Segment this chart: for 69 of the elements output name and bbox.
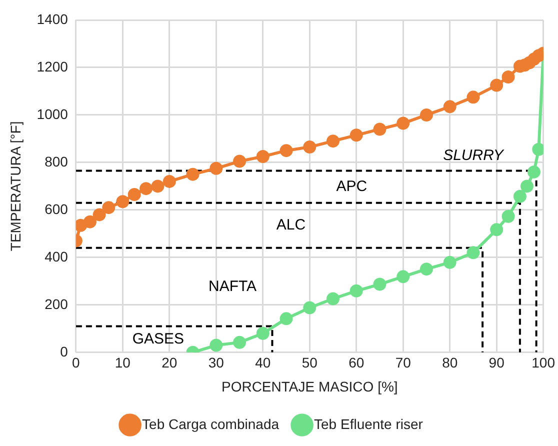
- x-tick-label: 100: [532, 354, 556, 371]
- annotation: NAFTA: [208, 278, 257, 296]
- x-tick-label: 50: [302, 354, 318, 371]
- point: [186, 168, 200, 181]
- point: [502, 70, 515, 84]
- point: [502, 210, 515, 223]
- point: [443, 256, 456, 269]
- point: [102, 201, 116, 214]
- x-tick-label: 20: [162, 354, 178, 371]
- x-tick-label: 90: [488, 354, 505, 371]
- point: [466, 246, 480, 260]
- point: [303, 301, 316, 314]
- x-tick-label: 60: [348, 354, 364, 371]
- point: [513, 190, 526, 203]
- y-tick-label: 1200: [36, 58, 68, 74]
- point: [210, 162, 223, 175]
- point: [128, 188, 141, 202]
- point: [350, 284, 363, 298]
- annotation: APC: [336, 178, 368, 195]
- point: [527, 165, 540, 178]
- y-tick-label: 600: [44, 200, 68, 217]
- point: [420, 108, 433, 122]
- point: [350, 128, 363, 142]
- x-tick-label: 40: [255, 354, 271, 371]
- point: [83, 215, 96, 228]
- point: [420, 262, 433, 276]
- point: [76, 218, 88, 232]
- point: [326, 134, 340, 148]
- y-tick-label: 400: [44, 248, 68, 264]
- point: [396, 270, 410, 284]
- point: [151, 180, 164, 193]
- x-tick-label: 70: [395, 354, 412, 371]
- y-tick-label: 200: [44, 296, 68, 312]
- point: [140, 182, 153, 196]
- y-tick-label: 800: [44, 153, 68, 170]
- point: [326, 292, 340, 306]
- point: [233, 154, 246, 168]
- y-tick-label: 1000: [36, 106, 68, 122]
- point: [116, 195, 130, 208]
- point: [396, 116, 410, 130]
- x-axis-title: PORCENTAJE MASICO [%]: [221, 378, 398, 394]
- point: [520, 180, 534, 193]
- point: [256, 150, 270, 164]
- y-tick-label: 1400: [36, 10, 68, 27]
- point: [490, 78, 504, 92]
- x-tick-label: 80: [442, 354, 458, 371]
- annotation: GASES: [132, 330, 184, 348]
- point: [233, 336, 246, 349]
- legend-label: Teb Efluente riser: [314, 416, 424, 432]
- legend-label: Teb Carga combinada: [142, 416, 280, 432]
- y-tick-label: 0: [60, 343, 68, 360]
- point: [443, 100, 456, 114]
- point: [303, 140, 316, 154]
- x-tick-label: 0: [72, 354, 80, 371]
- annotation: SLURRY: [443, 146, 504, 164]
- point: [256, 326, 270, 340]
- point: [466, 90, 480, 104]
- point: [210, 338, 223, 352]
- annotation: ALC: [276, 216, 306, 234]
- y-axis-title: TEMPERATURA [°F]: [7, 121, 24, 252]
- x-tick-label: 10: [114, 354, 131, 371]
- point: [280, 144, 293, 158]
- point: [373, 278, 386, 291]
- point: [92, 208, 106, 222]
- point: [373, 122, 386, 136]
- x-tick-label: 30: [208, 354, 224, 371]
- point: [490, 223, 504, 236]
- point: [162, 174, 176, 188]
- point: [280, 312, 293, 326]
